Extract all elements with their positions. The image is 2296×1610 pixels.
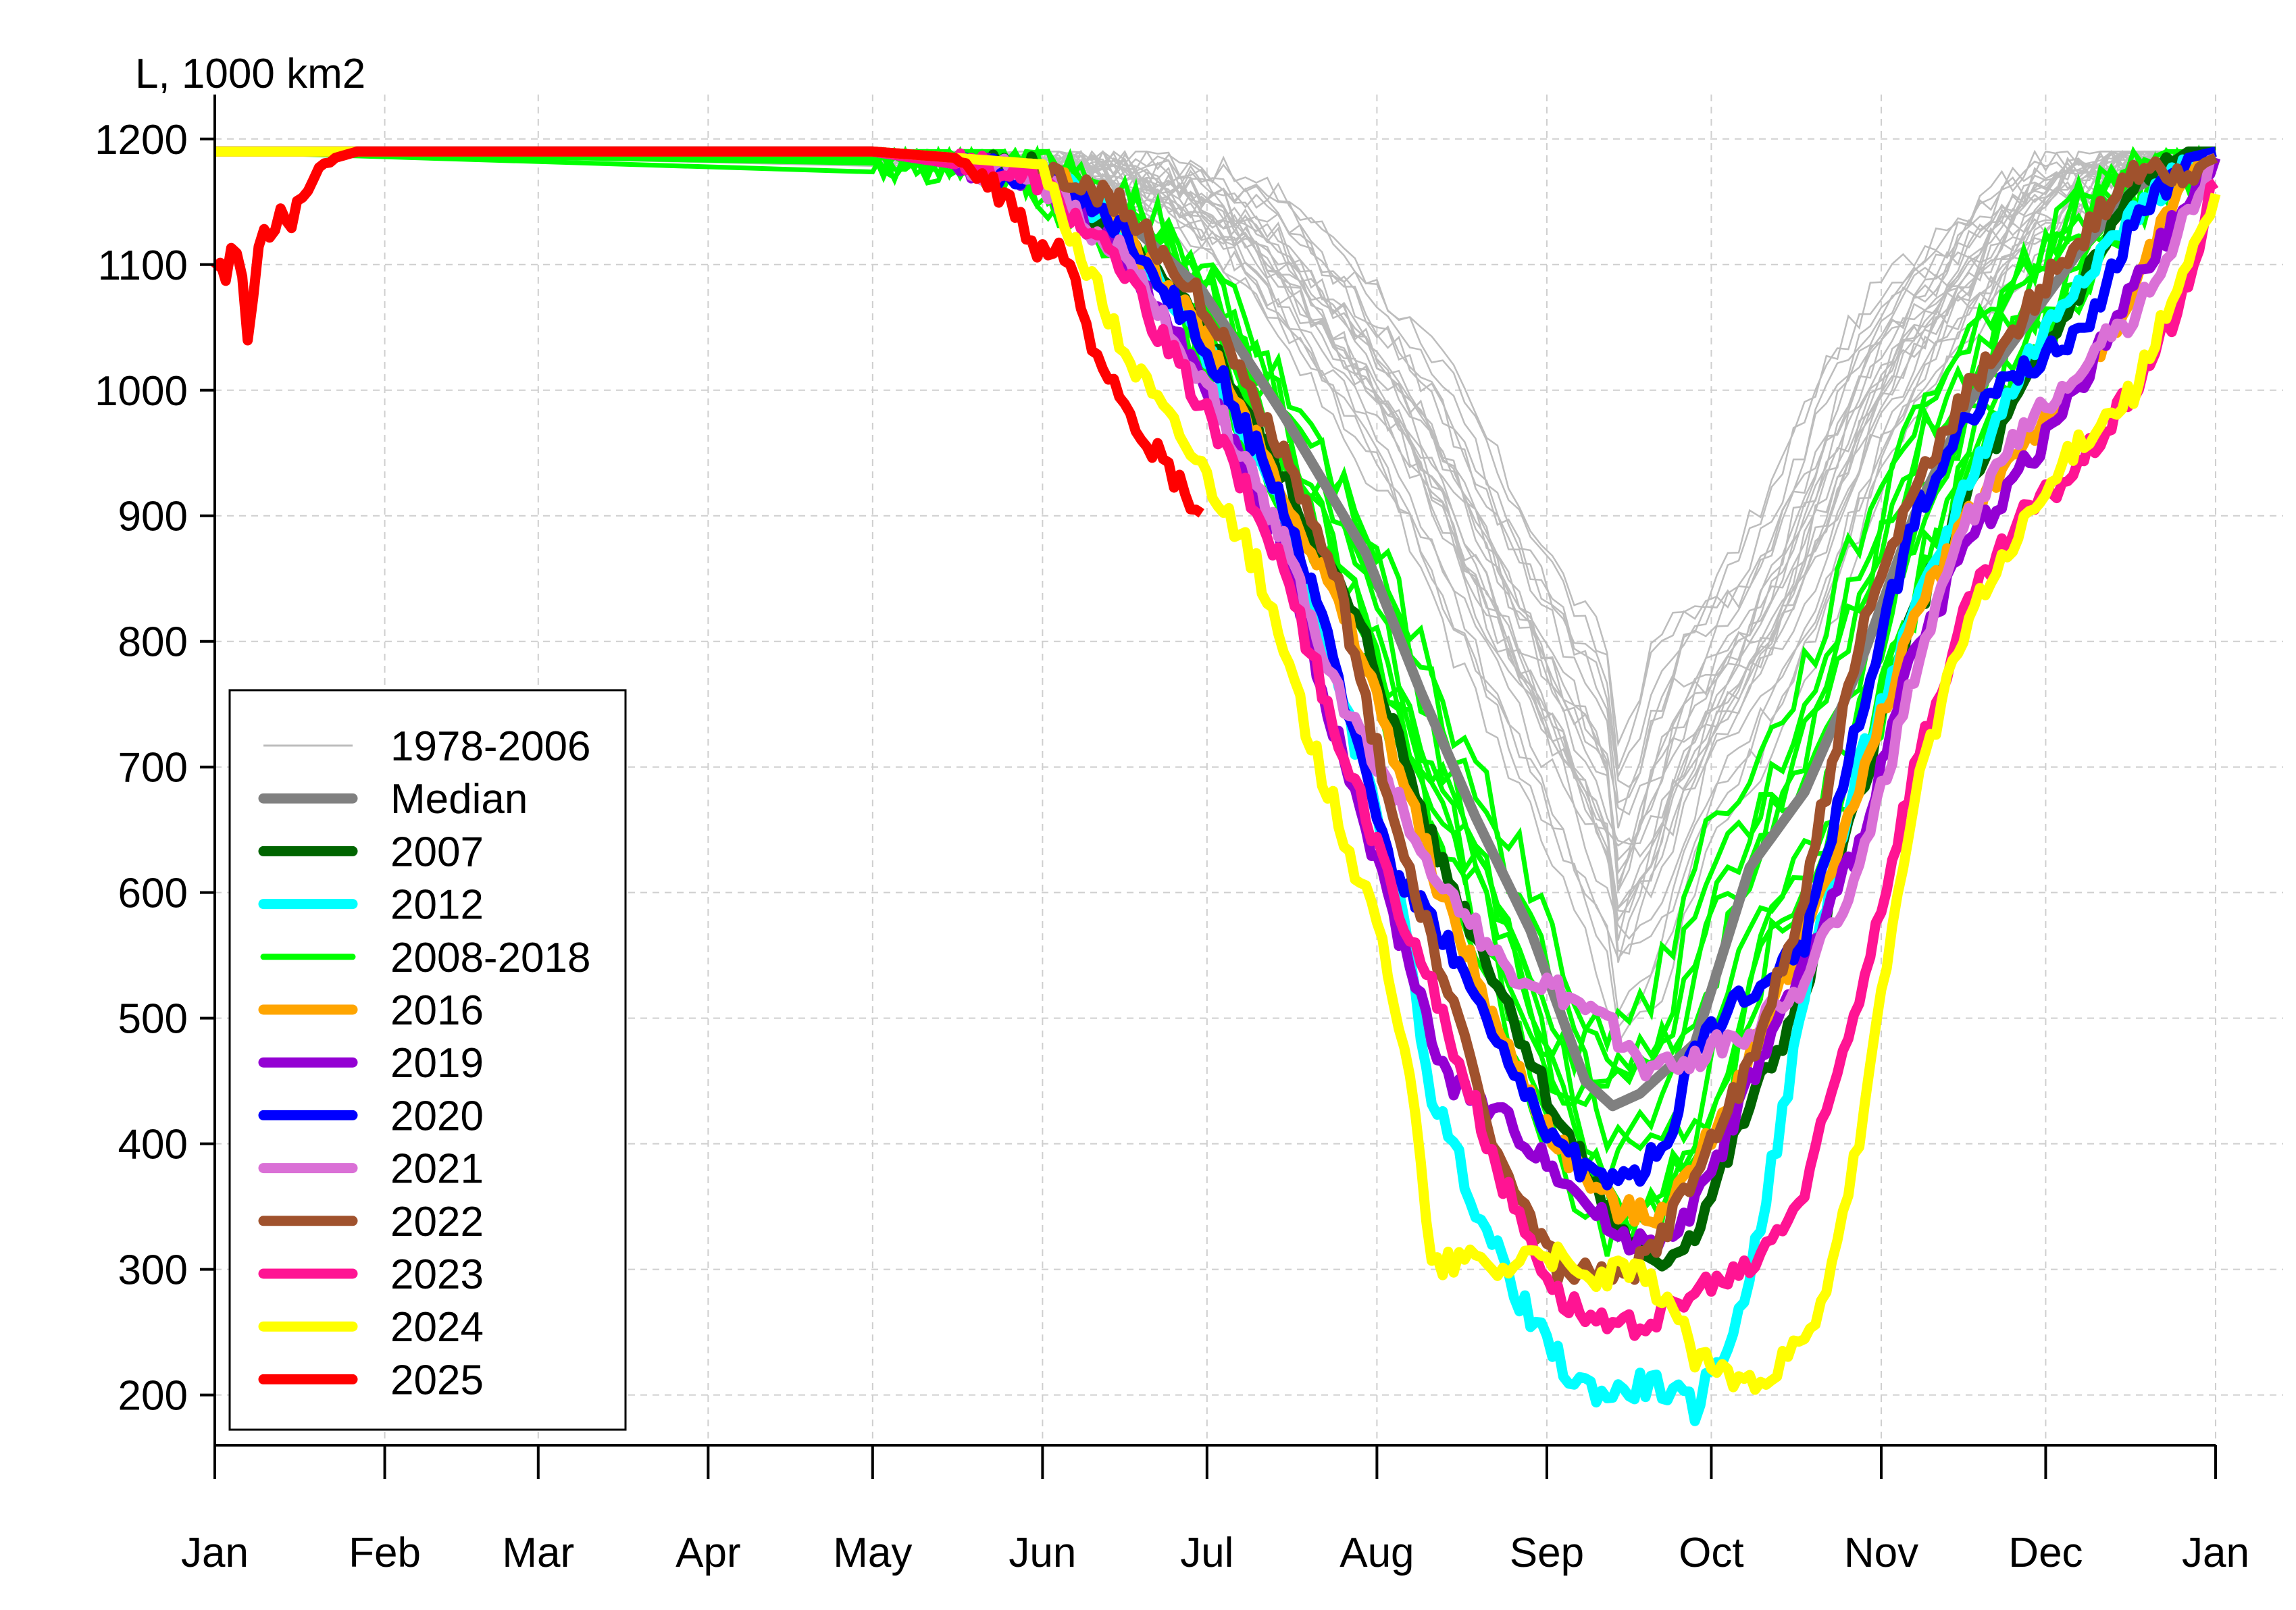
legend-label: 2021 xyxy=(390,1146,484,1193)
x-tick-label: Jul xyxy=(1180,1530,1233,1576)
x-tick-label: Jun xyxy=(1009,1530,1076,1576)
historical-band-1978-2006 xyxy=(214,149,2211,1045)
y-tick-label: 200 xyxy=(118,1373,188,1420)
y-tick-label: 600 xyxy=(118,871,188,917)
y-axis-label: L, 1000 km2 xyxy=(135,51,365,97)
y-tick-label: 300 xyxy=(118,1247,188,1294)
x-tick-label: Dec xyxy=(2008,1530,2083,1576)
y-tick-label: 900 xyxy=(118,494,188,540)
axes: 200 300 400 500 600 700 800 900 1000 1100 1200 Jan F… xyxy=(95,95,2249,1576)
legend-label: 2019 xyxy=(390,1040,484,1087)
y-tick-label: 1000 xyxy=(95,368,188,415)
series-lines xyxy=(211,146,2221,1426)
y-tick-label: 800 xyxy=(118,619,188,666)
line-1978-2006-23 xyxy=(214,150,2211,913)
x-tick-label: Feb xyxy=(349,1530,421,1576)
line-1978-2006-6 xyxy=(214,150,2210,940)
x-tick-label: Aug xyxy=(1340,1530,1414,1576)
y-tick-label: 400 xyxy=(118,1122,188,1168)
legend-label: 2023 xyxy=(390,1251,484,1298)
y-tick-label: 1200 xyxy=(95,117,188,163)
x-tick-label: May xyxy=(833,1530,912,1576)
line-1978-2006-25 xyxy=(214,150,2211,891)
x-tick-label: Mar xyxy=(502,1530,574,1576)
line-1978-2006-26 xyxy=(214,150,2210,789)
legend-label: 2008-2018 xyxy=(390,935,591,981)
legend-label: 2024 xyxy=(390,1304,484,1351)
y-tick-label: 700 xyxy=(118,745,188,791)
x-tick-label: Apr xyxy=(675,1530,740,1576)
x-tick-label: Jan xyxy=(181,1530,249,1576)
legend: 1978-2006 Median 2007 2012 2008-2018 2016 2019… xyxy=(228,689,627,1431)
legend-label: Median xyxy=(390,776,528,823)
legend-label: 2020 xyxy=(390,1093,484,1139)
line-1978-2006-22 xyxy=(214,150,2210,862)
y-tick-label: 1100 xyxy=(98,242,188,289)
x-tick-label: Oct xyxy=(1679,1530,1743,1576)
x-tick-label: Sep xyxy=(1510,1530,1584,1576)
x-tick-label: Jan xyxy=(2182,1530,2249,1576)
legend-label: 2022 xyxy=(390,1199,484,1245)
legend-label: 2007 xyxy=(390,829,484,875)
line-1978-2006-17 xyxy=(214,150,2211,963)
line-1978-2006-8 xyxy=(214,150,2211,829)
legend-label: 2025 xyxy=(390,1357,484,1403)
legend-label: 1978-2006 xyxy=(390,723,591,770)
y-tick-label: 500 xyxy=(118,996,188,1043)
legend-label: 2016 xyxy=(390,987,484,1034)
series-2025 xyxy=(211,146,1204,518)
x-tick-label: Nov xyxy=(1844,1530,1918,1576)
legend-label: 2012 xyxy=(390,882,484,929)
